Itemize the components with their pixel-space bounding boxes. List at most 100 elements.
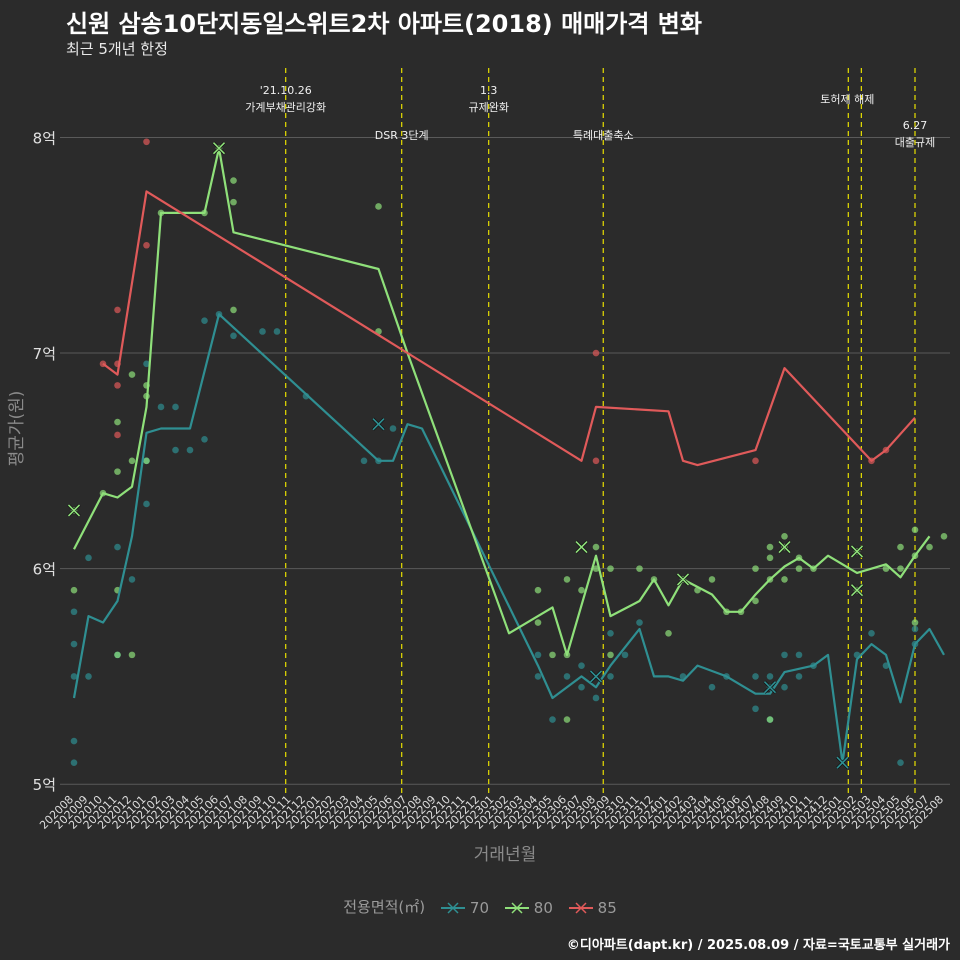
marker-stroke <box>763 681 777 694</box>
y-tick-label: 8억 <box>33 129 56 147</box>
data-point-80 <box>549 651 556 659</box>
legend-label-85: 85 <box>597 898 617 917</box>
data-point-70 <box>636 619 643 626</box>
max-price-marker-80 <box>67 503 81 517</box>
data-point-80 <box>897 565 904 572</box>
data-point-70 <box>70 673 78 680</box>
y-tick-label: 5억 <box>33 776 56 794</box>
data-point-80 <box>375 203 382 210</box>
marker-stroke <box>836 756 849 769</box>
data-point-80 <box>752 565 759 572</box>
data-point-70 <box>534 651 542 659</box>
data-point-80 <box>781 532 788 540</box>
data-point-70 <box>70 640 78 648</box>
y-tick-label: 7억 <box>33 345 56 363</box>
marker-stroke <box>212 142 226 155</box>
series-line-80 <box>73 147 931 656</box>
data-point-80 <box>940 532 948 540</box>
data-point-70 <box>592 694 600 702</box>
marker-stroke <box>850 584 864 597</box>
marker-stroke <box>676 573 690 586</box>
data-point-70 <box>781 651 788 659</box>
max-price-marker-70 <box>589 669 603 683</box>
max-price-marker-80 <box>850 544 864 558</box>
data-point-80 <box>230 177 237 184</box>
marker-stroke <box>575 541 588 554</box>
data-point-70 <box>186 446 194 454</box>
data-point-80 <box>114 418 121 426</box>
data-point-70 <box>708 683 716 691</box>
data-point-85 <box>143 138 150 146</box>
data-point-70 <box>607 630 614 637</box>
data-point-70 <box>578 662 585 669</box>
x-axis-label: 거래년월 <box>474 845 537 865</box>
data-point-80 <box>766 716 774 723</box>
data-point-80 <box>607 565 614 572</box>
data-point-85 <box>592 457 600 465</box>
data-point-80 <box>143 457 150 465</box>
data-point-70 <box>143 360 150 368</box>
data-point-80 <box>563 716 571 723</box>
data-point-85 <box>143 241 150 249</box>
legend-item-85: 85 <box>568 898 617 917</box>
legend-item-70: 70 <box>440 898 489 917</box>
data-point-70 <box>868 630 875 637</box>
data-point-80 <box>636 565 643 572</box>
data-point-80 <box>795 565 803 572</box>
data-point-80 <box>781 576 788 583</box>
max-price-marker-80 <box>212 141 226 155</box>
data-point-70 <box>607 673 614 680</box>
data-point-80 <box>230 306 237 314</box>
event-label: '21.10.26 <box>260 84 312 97</box>
data-point-70 <box>70 608 78 616</box>
data-point-70 <box>795 673 803 680</box>
y-tick-label: 6억 <box>33 561 56 579</box>
data-point-70 <box>172 403 179 411</box>
data-point-70 <box>534 673 542 680</box>
data-point-70 <box>578 683 585 691</box>
event-label: 특례대출축소 <box>573 129 634 142</box>
data-point-80 <box>114 651 121 659</box>
event-label: 1.3 <box>480 84 498 97</box>
data-point-70 <box>911 625 919 633</box>
data-point-80 <box>911 619 919 626</box>
data-point-70 <box>157 403 165 411</box>
data-point-80 <box>911 526 919 534</box>
data-point-85 <box>752 457 759 465</box>
data-point-70 <box>70 759 78 766</box>
legend-key-70-icon <box>440 902 465 914</box>
data-point-80 <box>766 543 774 551</box>
data-point-80 <box>752 597 759 605</box>
data-point-70 <box>563 673 571 680</box>
event-label: 규제완화 <box>468 101 508 114</box>
max-price-marker-80 <box>574 540 589 554</box>
data-point-80 <box>563 576 571 583</box>
data-point-70 <box>259 328 266 335</box>
event-label: 6.27 <box>903 119 928 132</box>
data-point-70 <box>201 435 208 443</box>
marker-stroke <box>778 541 791 554</box>
data-point-70 <box>766 673 774 680</box>
data-point-70 <box>795 651 803 659</box>
data-point-80 <box>230 198 237 206</box>
event-label: 토허제 해제 <box>820 92 874 106</box>
event-label: 가계부채관리강화 <box>245 101 326 114</box>
series-line-70 <box>72 313 945 764</box>
chart-title: 신원 삼송10단지동일스위트2차 아파트(2018) 매매가격 변화 <box>66 10 702 38</box>
data-point-70 <box>752 673 759 680</box>
max-price-marker-70 <box>371 417 386 431</box>
data-point-70 <box>897 759 904 766</box>
legend-label-80: 80 <box>533 898 553 917</box>
data-point-80 <box>128 371 136 378</box>
source-caption: ©디아파트(dapt.kr) / 2025.08.09 / 자료=국토교통부 실… <box>566 938 950 953</box>
data-point-70 <box>172 446 179 454</box>
data-point-80 <box>128 651 136 659</box>
data-point-85 <box>592 349 600 357</box>
data-point-80 <box>708 576 716 583</box>
chart-subtitle: 최근 5개년 한정 <box>66 40 168 58</box>
data-point-70 <box>128 576 136 583</box>
data-point-70 <box>360 457 368 465</box>
max-price-marker-80 <box>777 540 792 554</box>
data-point-85 <box>114 306 121 314</box>
